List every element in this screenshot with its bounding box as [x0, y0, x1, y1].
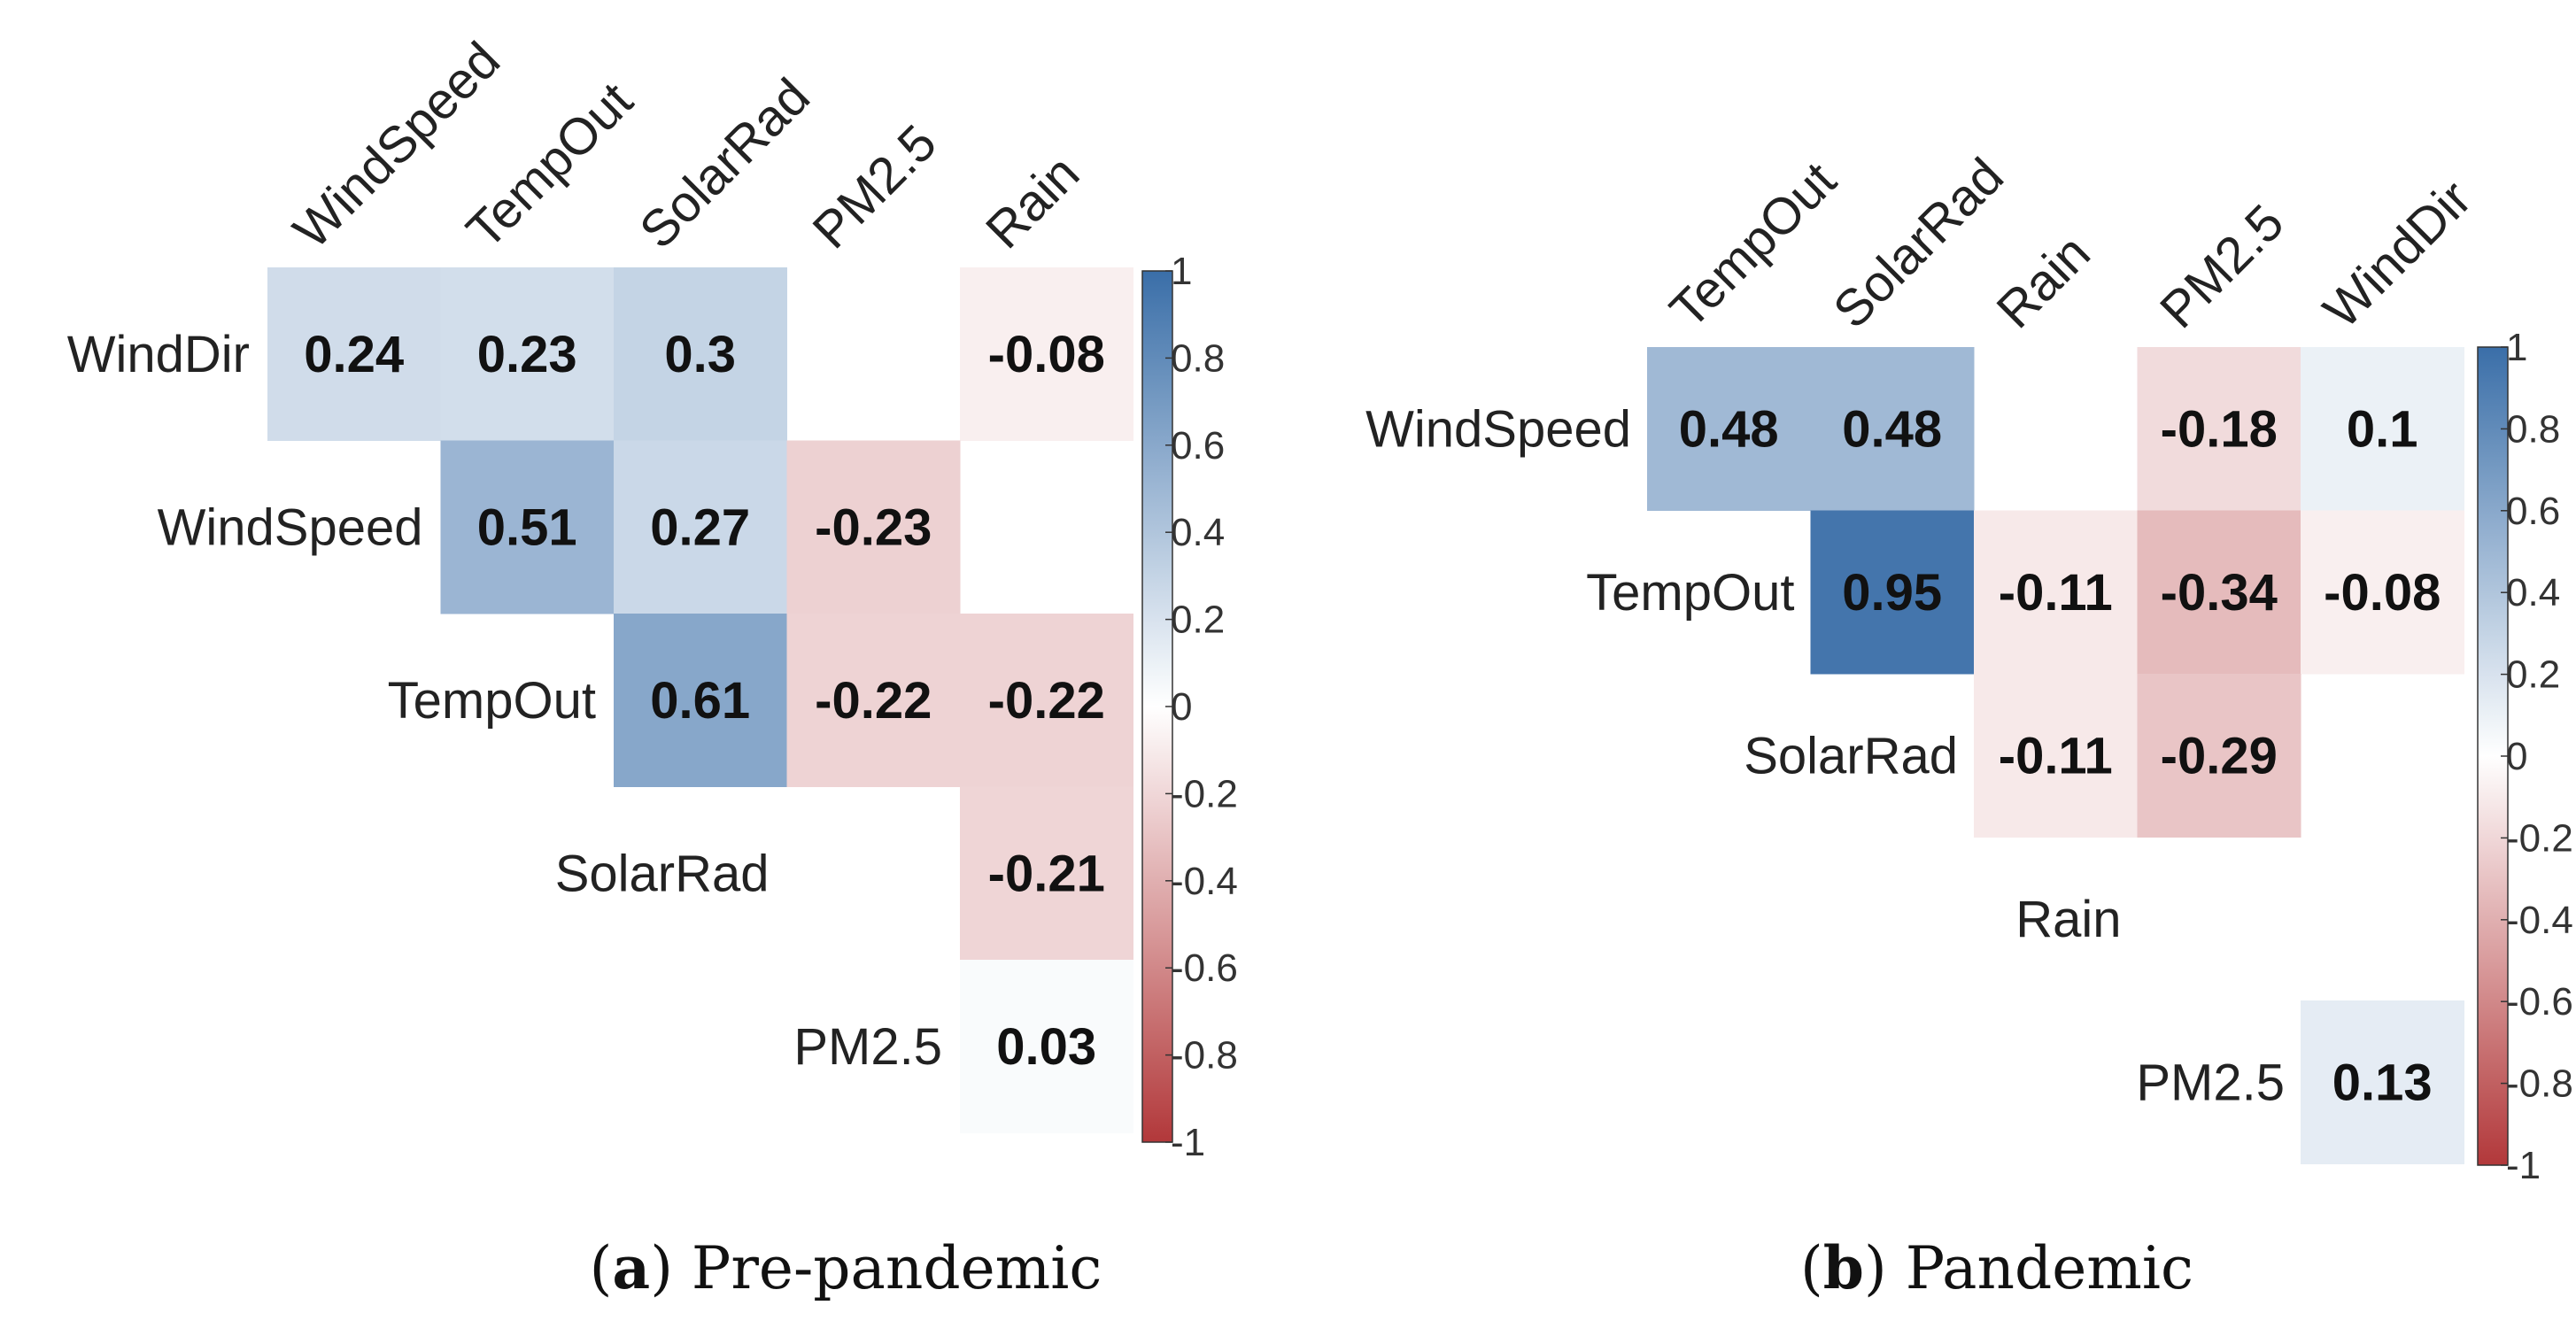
panel-caption: (b) Pandemic — [1800, 1233, 2193, 1302]
cell-value-label: -0.08 — [988, 326, 1105, 383]
heatmap-cell — [960, 614, 1133, 787]
row-label: SolarRad — [1744, 727, 1958, 784]
colorbar-tick-label: 0 — [1171, 685, 1192, 729]
cell-value-label: -0.22 — [988, 672, 1105, 730]
colorbar-tick-label: -0.6 — [1171, 946, 1238, 990]
heatmap-cell — [440, 440, 615, 614]
row-label: WindSpeed — [1365, 400, 1631, 458]
heatmap-cell — [614, 440, 787, 614]
colorbar-tick-label: -0.2 — [1171, 772, 1238, 815]
cell-value-label: -0.11 — [1999, 727, 2113, 784]
colorbar-tick-label: -1 — [2506, 1144, 2541, 1187]
colorbar-tick-label: 0.8 — [2506, 407, 2560, 451]
heatmap-cell — [2301, 347, 2464, 511]
heatmap-cell — [2301, 1000, 2464, 1164]
cell-value-label: 0.1 — [2347, 400, 2418, 458]
colorbar-tick-label: -0.8 — [2506, 1062, 2573, 1106]
row-label: WindDir — [67, 326, 250, 383]
heatmap-cell — [960, 786, 1133, 961]
row-label: PM2.5 — [2136, 1054, 2285, 1111]
caption-text: Pandemic — [1906, 1234, 2193, 1302]
heatmap-cell — [960, 960, 1133, 1133]
cell-value-label: 0.3 — [664, 326, 736, 383]
cell-value-label: -0.21 — [988, 845, 1105, 902]
colorbar-tick-label: 0.2 — [1171, 599, 1225, 642]
cell-value-label: 0.03 — [996, 1018, 1096, 1076]
row-label: SolarRad — [555, 845, 770, 902]
cell-value-label: 0.51 — [477, 498, 577, 556]
heatmap-cell — [1810, 347, 1975, 511]
cell-value-label: 0.48 — [1842, 400, 1942, 458]
cell-value-label: -0.11 — [1999, 564, 2113, 622]
heatmap-cell — [1974, 510, 2138, 675]
colorbar-tick-label: 1 — [1171, 250, 1192, 293]
colorbar-tick-label: -0.6 — [2506, 980, 2573, 1023]
heatmap-cell — [2137, 510, 2301, 675]
colorbar-tick-label: -1 — [1171, 1121, 1205, 1164]
heatmap-cell — [2301, 510, 2464, 675]
colorbar-tick-label: 0.6 — [1171, 424, 1225, 467]
colorbar-tick-label: 0.4 — [1171, 511, 1225, 554]
heatmap-cell — [1810, 510, 1975, 675]
colorbar-tick-label: -0.4 — [2506, 899, 2573, 942]
cell-value-label: 0.61 — [650, 672, 750, 730]
colorbar-tick-label: 0.2 — [2506, 653, 2560, 697]
caption-paren-close: ) — [650, 1234, 692, 1302]
cell-value-label: 0.13 — [2332, 1054, 2433, 1111]
cell-value-label: -0.34 — [2161, 564, 2278, 622]
caption-paren-open: ( — [1800, 1234, 1823, 1302]
cell-value-label: 0.95 — [1842, 564, 1942, 622]
row-label: Rain — [2015, 891, 2121, 948]
cell-value-label: 0.27 — [650, 498, 750, 556]
heatmap-cell — [440, 267, 615, 441]
row-label: WindSpeed — [158, 498, 423, 556]
cell-value-label: -0.23 — [815, 498, 932, 556]
caption-paren-open: ( — [590, 1234, 613, 1302]
heatmap-cell — [614, 614, 787, 787]
heatmap-cell — [2137, 347, 2301, 511]
colorbar-tick-label: 0 — [2506, 735, 2527, 778]
cell-value-label: -0.08 — [2324, 564, 2441, 622]
cell-value-label: 0.23 — [477, 326, 577, 383]
heatmap-cell — [960, 267, 1133, 441]
cell-value-label: 0.24 — [304, 326, 404, 383]
heatmap-cell — [1974, 674, 2138, 838]
colorbar-tick-label: 0.6 — [2506, 490, 2560, 533]
caption-letter: a — [612, 1233, 650, 1302]
panel-caption: (a) Pre-pandemic — [590, 1233, 1102, 1302]
colorbar-tick-label: 0.8 — [1171, 336, 1225, 380]
heatmap-cell — [786, 614, 961, 787]
caption-paren-close: ) — [1864, 1234, 1906, 1302]
heatmap-cell — [267, 267, 441, 441]
row-label: PM2.5 — [793, 1018, 942, 1076]
caption-text: Pre-pandemic — [692, 1234, 1102, 1302]
colorbar-tick-label: -0.2 — [2506, 816, 2573, 860]
colorbar-tick-label: 1 — [2506, 326, 2527, 369]
cell-value-label: -0.18 — [2161, 400, 2278, 458]
cell-value-label: 0.48 — [1679, 400, 1779, 458]
caption-letter: b — [1823, 1233, 1864, 1302]
heatmap-cell — [2137, 674, 2301, 838]
heatmap-cell — [1647, 347, 1811, 511]
heatmap-cell — [786, 440, 961, 614]
colorbar-tick-label: -0.8 — [1171, 1034, 1238, 1078]
row-label: TempOut — [388, 672, 596, 730]
colorbar-tick-label: -0.4 — [1171, 860, 1238, 903]
cell-value-label: -0.29 — [2161, 727, 2278, 784]
cell-value-label: -0.22 — [815, 672, 932, 730]
heatmap-cell — [614, 267, 787, 441]
row-label: TempOut — [1586, 564, 1794, 622]
colorbar-tick-label: 0.4 — [2506, 571, 2560, 614]
